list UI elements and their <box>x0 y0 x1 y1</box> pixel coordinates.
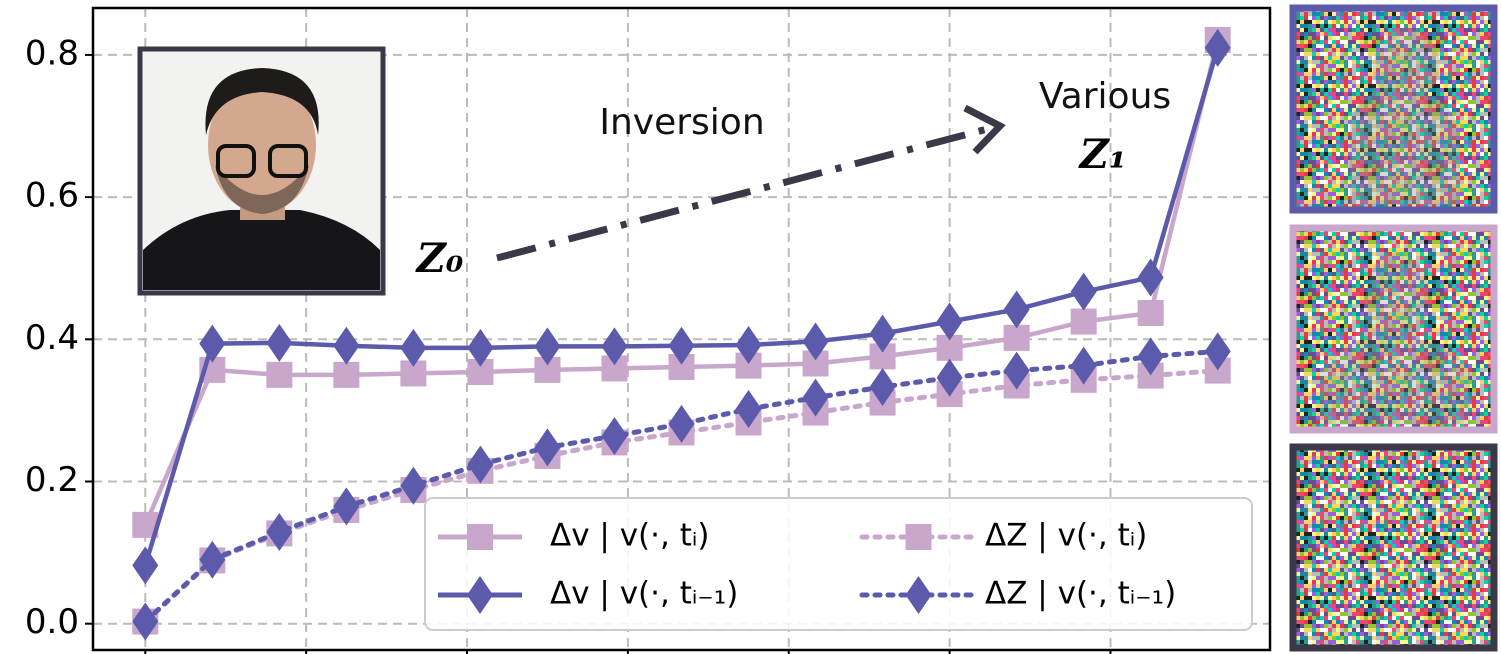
noise-silhouette <box>1320 253 1470 425</box>
marker <box>735 325 762 364</box>
marker <box>400 328 427 367</box>
marker <box>1137 300 1164 327</box>
marker <box>1137 258 1164 297</box>
legend-marker <box>467 576 493 614</box>
marker <box>735 389 762 428</box>
data <box>132 26 1231 641</box>
series-line <box>142 348 1221 625</box>
y-tick-label: 0.8 <box>25 33 79 73</box>
noise-silhouette <box>1350 27 1460 206</box>
marker <box>668 326 695 365</box>
marker <box>869 314 896 353</box>
marker <box>534 428 561 467</box>
marker <box>266 361 293 388</box>
y-tick-label: 0.0 <box>25 602 79 642</box>
marker <box>601 327 628 366</box>
various-label: Various <box>1039 76 1171 117</box>
noise-images <box>1289 4 1498 652</box>
y-tick-label: 0.6 <box>25 176 79 216</box>
marker <box>1003 351 1030 390</box>
noise-image-2 <box>1289 224 1498 434</box>
legend-label: Δv | v(·, tᵢ) <box>550 518 710 554</box>
photo-glasses <box>268 144 308 178</box>
legend-box <box>424 497 1253 631</box>
z1-label: Z₁ <box>1078 131 1127 178</box>
marker <box>1137 337 1164 376</box>
photo-face <box>208 77 316 213</box>
marker <box>132 546 159 585</box>
marker <box>802 322 829 361</box>
photo-hair <box>205 68 319 135</box>
marker <box>1204 28 1231 67</box>
marker <box>199 540 226 579</box>
plot-frame <box>91 6 1272 652</box>
marker <box>199 324 226 363</box>
legend-marker <box>905 576 932 614</box>
legend-marker <box>905 524 932 550</box>
legend-label: Δv | v(·, tᵢ₋₁) <box>550 576 738 612</box>
marker <box>266 512 293 551</box>
photo-shirt <box>143 210 380 290</box>
marker <box>333 326 360 365</box>
y-tick-label: 0.2 <box>25 460 79 500</box>
marker <box>936 358 963 397</box>
marker <box>1070 272 1097 311</box>
marker <box>266 323 293 362</box>
marker <box>467 445 494 484</box>
legend-label: ΔZ | v(·, tᵢ) <box>985 518 1147 554</box>
arrow-head <box>963 104 1006 155</box>
marker <box>601 417 628 455</box>
marker <box>400 466 427 505</box>
noise-image-3 <box>1289 443 1498 652</box>
marker <box>869 367 896 406</box>
marker <box>1003 290 1030 329</box>
y-tick-label: 0.4 <box>25 318 79 358</box>
marker <box>1204 332 1231 371</box>
photo-beard <box>215 165 309 214</box>
marker <box>802 378 829 417</box>
noise-image-1 <box>1289 4 1498 214</box>
photo-glasses <box>216 144 256 178</box>
marker <box>1070 308 1097 335</box>
marker <box>333 361 360 388</box>
z0-label: Z₀ <box>415 235 464 282</box>
marker <box>1070 346 1097 385</box>
marker <box>534 327 561 366</box>
legend: Δv | v(·, tᵢ) Δv | v(·, tᵢ₋₁) ΔZ | v(·, tᵢ… <box>438 518 1176 614</box>
marker <box>467 328 494 367</box>
legend-marker <box>467 524 493 550</box>
marker <box>668 404 695 443</box>
marker <box>1003 324 1030 351</box>
legend-label: ΔZ | v(·, tᵢ₋₁) <box>985 576 1176 612</box>
marker <box>333 487 360 526</box>
inversion-label: Inversion <box>599 102 764 143</box>
portrait-image <box>137 46 386 296</box>
inversion-arrow <box>496 123 996 262</box>
marker <box>132 602 159 641</box>
marker <box>936 302 963 341</box>
